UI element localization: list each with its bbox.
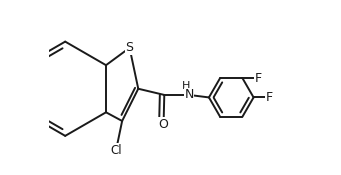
Text: F: F bbox=[255, 72, 262, 85]
Text: Cl: Cl bbox=[110, 144, 122, 157]
Text: F: F bbox=[266, 91, 273, 104]
Text: S: S bbox=[125, 41, 134, 54]
Text: H: H bbox=[182, 80, 190, 90]
Text: N: N bbox=[184, 88, 194, 102]
Text: O: O bbox=[159, 118, 168, 131]
